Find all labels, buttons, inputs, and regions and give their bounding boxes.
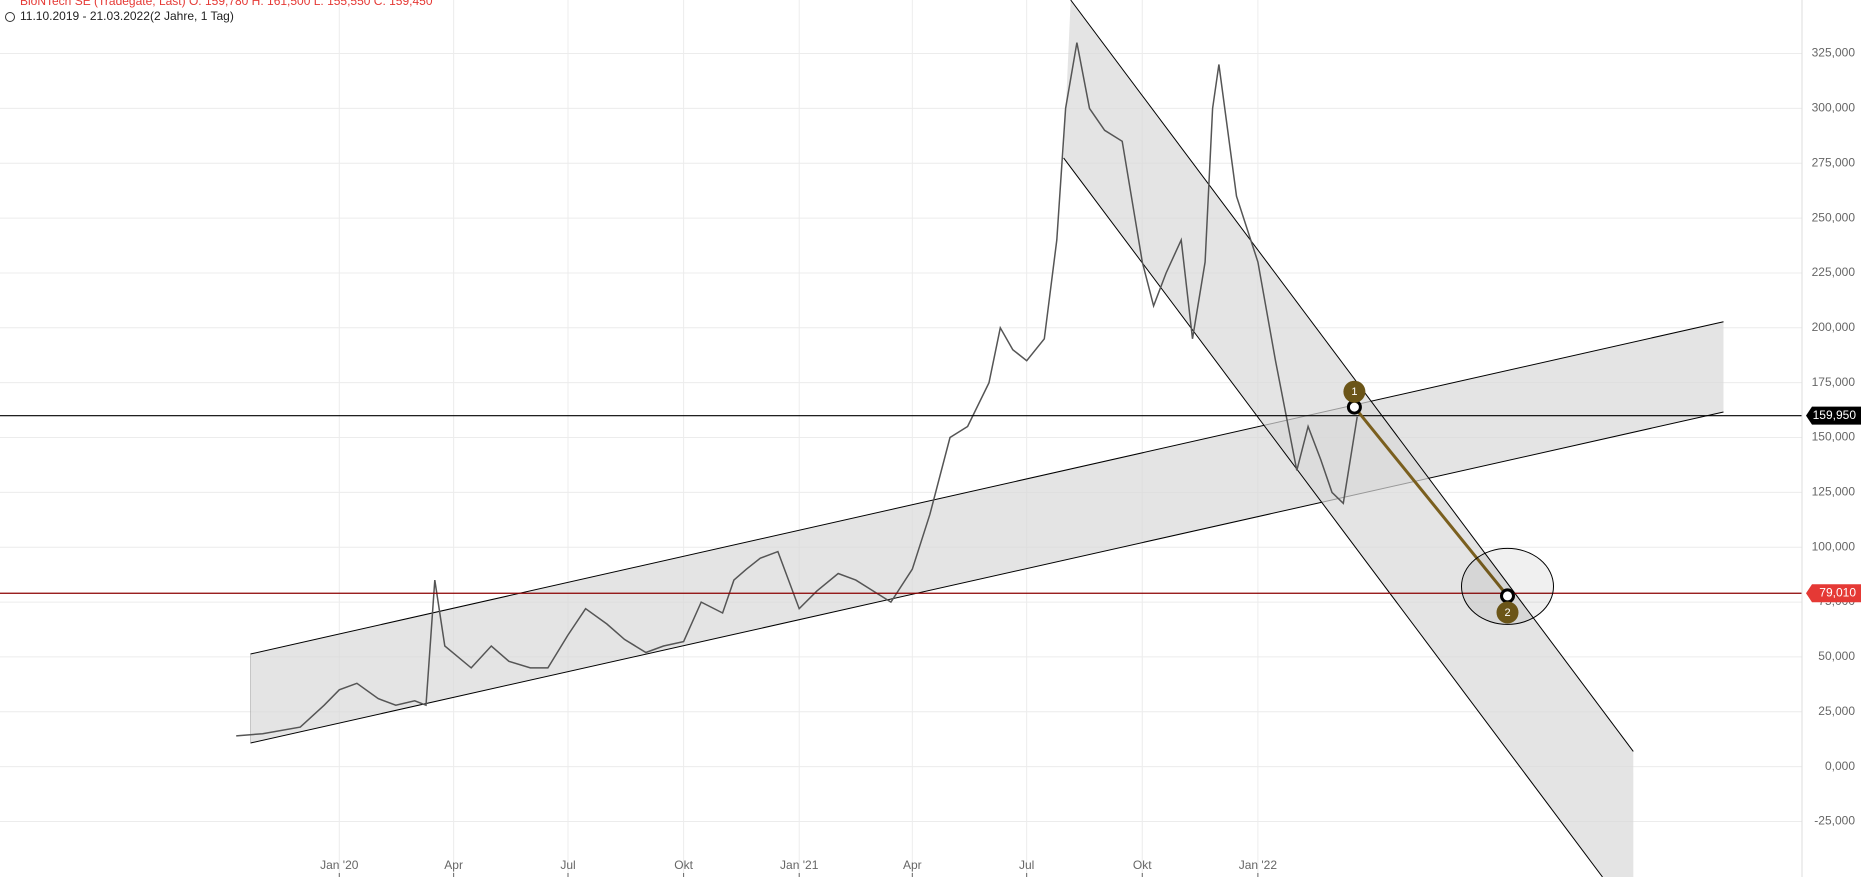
y-tick-label: 225,000	[1812, 265, 1856, 279]
y-tick-label: 325,000	[1812, 46, 1856, 60]
date-range: 11.10.2019 - 21.03.2022	[20, 9, 150, 23]
y-tick-label: 200,000	[1812, 320, 1856, 334]
marker-label: 2	[1504, 607, 1510, 619]
price-line	[236, 42, 1358, 737]
grid	[0, 0, 1802, 877]
channel-line	[1070, 0, 1634, 752]
marker-badge	[1496, 601, 1519, 624]
x-tick-label: Jul	[560, 858, 575, 872]
x-tick-label: Jan '20	[320, 858, 359, 872]
y-tick-label: 275,000	[1812, 155, 1856, 169]
x-tick-label: Jan '21	[780, 858, 819, 872]
period: (2 Jahre, 1 Tag)	[150, 9, 234, 23]
marker-label: 1	[1351, 386, 1357, 398]
price-tag	[1806, 584, 1861, 603]
projection-arrow	[1353, 406, 1509, 597]
y-tick-label: 125,000	[1812, 485, 1856, 499]
y-tick-label: 25,000	[1818, 704, 1855, 718]
y-tick-label: 175,000	[1812, 375, 1856, 389]
channel-line	[250, 411, 1724, 744]
y-tick-label: 250,000	[1812, 210, 1856, 224]
instrument-header: BioNTech SE (Tradegate, Last) O: 159,780…	[20, 0, 433, 8]
y-tick-label: 100,000	[1812, 539, 1856, 553]
x-tick-label: Jul	[1019, 858, 1034, 872]
x-tick-label: Okt	[1133, 858, 1152, 872]
x-tick-label: Okt	[674, 858, 693, 872]
descending-channel	[1063, 0, 1634, 877]
price-tag	[1806, 406, 1861, 425]
y-tick-label: 150,000	[1812, 430, 1856, 444]
y-tick-label: 50,000	[1818, 649, 1855, 663]
y-tick-label: -25,000	[1814, 814, 1855, 828]
x-tick-label: Apr	[444, 858, 463, 872]
target-ellipse	[1461, 547, 1554, 625]
marker-badge	[1343, 380, 1366, 403]
anchor-point	[1346, 399, 1362, 415]
price-tag-label: 79,010	[1819, 585, 1856, 599]
anchor-point	[1500, 588, 1515, 604]
y-tick-label: 300,000	[1812, 101, 1856, 115]
channel-line	[250, 321, 1724, 655]
channel-line	[1063, 157, 1603, 878]
x-tick-label: Apr	[903, 858, 922, 872]
price-tag-label: 159,950	[1813, 408, 1857, 422]
clock-icon	[5, 12, 15, 22]
x-tick-label: Jan '22	[1239, 858, 1278, 872]
y-tick-label: 0,000	[1825, 759, 1855, 773]
